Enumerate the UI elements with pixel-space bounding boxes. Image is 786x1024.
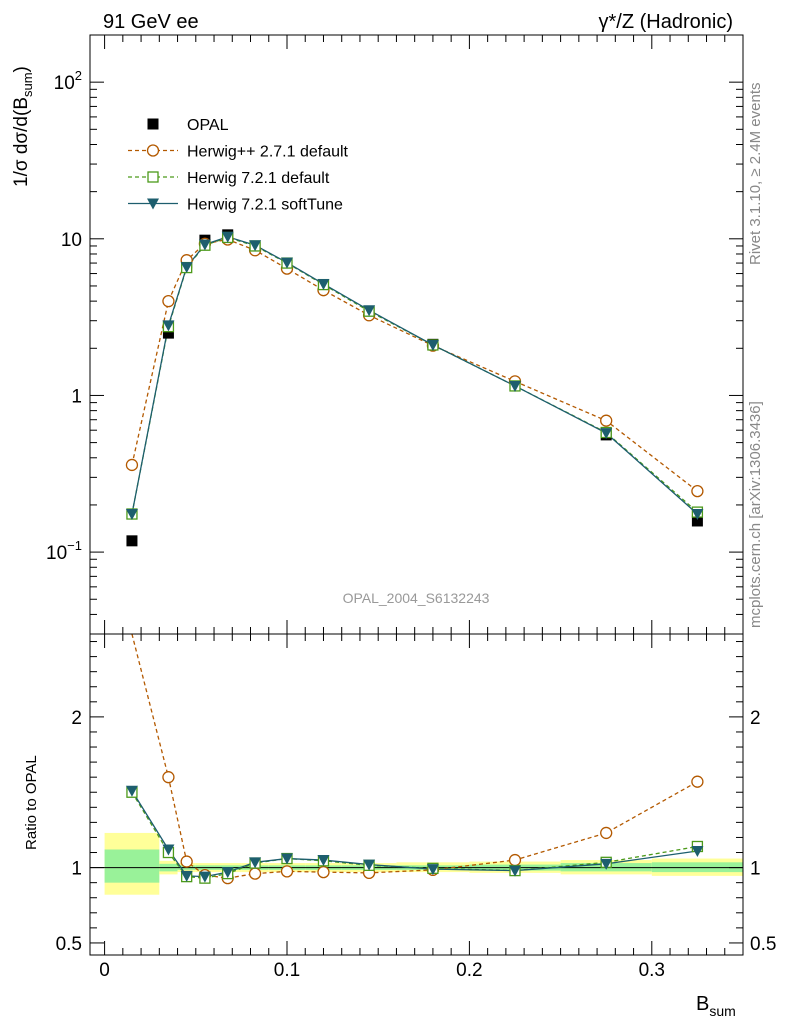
ratio-point-2 <box>125 785 138 797</box>
ratio-point-0 <box>180 855 193 868</box>
ratio-point-0 <box>600 826 613 840</box>
main-point-3 <box>280 257 293 269</box>
ratio-point-2 <box>363 859 376 871</box>
legend-marker <box>147 118 159 130</box>
ratio-point-0 <box>248 867 262 880</box>
ratio-y-tick-label: 1 <box>71 859 82 880</box>
x-tick-label: 0.3 <box>639 960 665 981</box>
main-point-1 <box>691 484 704 498</box>
legend-label: Herwig++ 2.7.1 default <box>187 144 349 161</box>
main-point-3 <box>125 509 138 521</box>
ratio-point-2 <box>221 867 234 879</box>
main-point-0 <box>162 327 174 339</box>
main-point-3 <box>221 231 234 243</box>
main-point-3 <box>198 239 211 251</box>
ratio-point-2 <box>198 871 211 883</box>
legend-label: Herwig 7.2.1 softTune <box>187 197 343 214</box>
main-point-3 <box>180 262 193 274</box>
ratio-band-inner <box>104 849 160 883</box>
y-tick-label: 1 <box>71 386 82 407</box>
ratio-ylabel: Ratio to OPAL <box>23 755 40 850</box>
main-point-0 <box>691 515 703 527</box>
ratio-y-tick-label: 2 <box>71 708 82 729</box>
ratio-point-2 <box>180 870 193 882</box>
main-point-3 <box>249 240 262 252</box>
y-tick-label: 102 <box>54 68 82 94</box>
ratio-frame <box>89 633 744 956</box>
ratio-point-2 <box>249 857 262 869</box>
main-point-3 <box>508 380 521 392</box>
legend-marker <box>147 198 159 210</box>
ratio-point-0 <box>317 865 330 879</box>
main-ylabel: 1/σ dσ/d(Bsum) <box>11 66 35 187</box>
ratio-line-0 <box>131 633 698 879</box>
ratio-y-tick-label-right: 2 <box>750 708 761 729</box>
ratio-point-0 <box>691 775 704 788</box>
ratio-point-0 <box>508 853 522 867</box>
ratio-y-tick-label-right: 0.5 <box>750 934 776 955</box>
legend-marker <box>146 144 160 157</box>
ratio-point-2 <box>280 853 293 865</box>
ratio-point-0 <box>162 771 175 784</box>
series-line-1 <box>131 238 698 492</box>
ratio-point-2 <box>508 865 521 877</box>
x-tick-label: 0 <box>99 960 110 981</box>
main-point-3 <box>600 428 613 440</box>
ratio-point-2 <box>317 855 330 867</box>
ratio-point-2 <box>426 864 439 876</box>
ratio-point-2 <box>691 846 704 858</box>
legend-label: OPAL <box>187 117 229 134</box>
ratio-y-tick-label: 0.5 <box>56 934 82 955</box>
main-point-3 <box>317 278 330 290</box>
rivet-label: Rivet 3.1.10, ≥ 2.4M events <box>747 83 764 266</box>
main-point-3 <box>363 305 376 317</box>
x-tick-label: 0.2 <box>456 960 482 981</box>
y-tick-label: 10 <box>61 230 82 251</box>
ratio-point-0 <box>280 865 294 878</box>
series-line-3 <box>131 236 698 515</box>
x-tick-label: 0.1 <box>274 960 300 981</box>
main-point-1 <box>125 458 139 472</box>
main-point-3 <box>691 509 704 521</box>
main-point-3 <box>426 339 439 351</box>
source-label: mcplots.cern.ch [arXiv:1306.3436] <box>747 401 764 628</box>
header-energy: 91 GeV ee <box>103 11 199 33</box>
header-process: γ*/Z (Hadronic) <box>599 11 733 33</box>
ratio-point-2 <box>162 844 175 856</box>
legend-marker <box>147 171 159 183</box>
main-point-1 <box>600 414 613 427</box>
main-point-3 <box>162 320 175 332</box>
legend-label: Herwig 7.2.1 default <box>187 170 330 187</box>
ratio-y-tick-label-right: 1 <box>750 859 761 880</box>
y-tick-label: 10−1 <box>46 538 82 564</box>
xlabel: Bsum <box>696 993 736 1019</box>
analysis-watermark: OPAL_2004_S6132243 <box>343 590 490 606</box>
series-line-2 <box>131 236 698 515</box>
main-point-1 <box>162 294 175 308</box>
ratio-point-2 <box>600 858 613 870</box>
main-point-0 <box>126 535 138 547</box>
